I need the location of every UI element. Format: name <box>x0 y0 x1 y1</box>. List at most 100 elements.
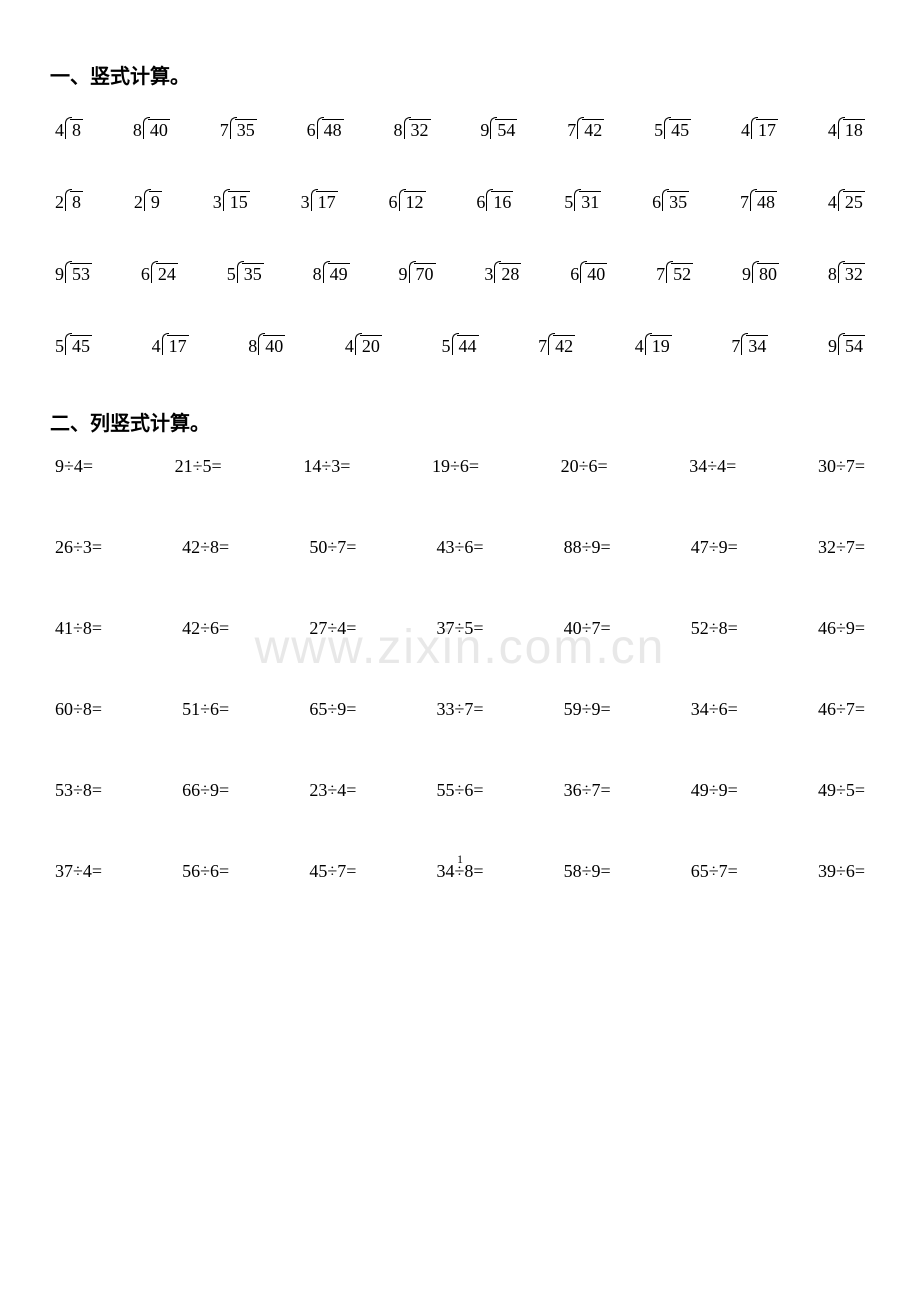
divisor: 7 <box>538 336 547 357</box>
long-division-problem: 545 <box>654 119 691 141</box>
division-problem: 42÷6= <box>182 618 229 639</box>
dividend-wrapper: 45 <box>65 335 92 357</box>
divisor: 7 <box>220 120 229 141</box>
division-problem: 23÷4= <box>309 780 356 801</box>
long-division-problem: 832 <box>828 263 865 285</box>
dividend-wrapper: 9 <box>144 191 162 213</box>
long-division-problem: 832 <box>394 119 431 141</box>
division-problem: 34÷6= <box>691 699 738 720</box>
long-division-problem: 3 17 <box>301 191 338 213</box>
divisor: 3 <box>301 192 310 213</box>
dividend: 17 <box>756 119 778 141</box>
divisor: 6 <box>307 120 316 141</box>
dividend: 31 <box>579 191 601 213</box>
long-division-problem: 4 17 <box>741 119 778 141</box>
divisor: 5 <box>442 336 451 357</box>
dividend: 8 <box>70 191 83 213</box>
division-problem: 43÷6= <box>436 537 483 558</box>
dividend-wrapper: 54 <box>838 335 865 357</box>
division-problem: 47÷9= <box>691 537 738 558</box>
dividend-wrapper: 19 <box>645 335 672 357</box>
division-problem: 33÷7= <box>436 699 483 720</box>
divisor: 4 <box>635 336 644 357</box>
divisor: 4 <box>741 120 750 141</box>
dividend: 12 <box>404 191 426 213</box>
long-division-section: 4884073564883295474254541741828293153176… <box>50 119 870 357</box>
horizontal-problem-row: 9÷4=21÷5=14÷3=19÷6=20÷6=34÷4=30÷7= <box>50 456 870 477</box>
long-division-problem: 5 31 <box>564 191 601 213</box>
dividend: 48 <box>755 191 777 213</box>
dividend: 54 <box>495 119 517 141</box>
division-problem: 41÷8= <box>55 618 102 639</box>
dividend-wrapper: 52 <box>666 263 693 285</box>
dividend-wrapper: 70 <box>409 263 436 285</box>
divisor: 5 <box>564 192 573 213</box>
divisor: 5 <box>55 336 64 357</box>
divisor: 4 <box>55 120 64 141</box>
dividend: 54 <box>843 335 865 357</box>
divisor: 7 <box>731 336 740 357</box>
dividend-wrapper: 35 <box>662 191 689 213</box>
dividend: 35 <box>242 263 264 285</box>
dividend-wrapper: 8 <box>65 119 83 141</box>
long-division-problem: 425 <box>828 191 865 213</box>
dividend: 17 <box>316 191 338 213</box>
dividend-wrapper: 42 <box>577 119 604 141</box>
division-problem: 36÷7= <box>564 780 611 801</box>
dividend: 24 <box>156 263 178 285</box>
long-division-problem: 980 <box>742 263 779 285</box>
division-problem: 52÷8= <box>691 618 738 639</box>
long-division-problem: 640 <box>570 263 607 285</box>
division-problem: 37÷5= <box>436 618 483 639</box>
long-division-problem: 328 <box>484 263 521 285</box>
divisor: 8 <box>248 336 257 357</box>
section-2-heading: 二、列竖式计算。 <box>50 407 870 436</box>
divisor: 7 <box>567 120 576 141</box>
division-problem: 88÷9= <box>564 537 611 558</box>
long-division-problem: 953 <box>55 263 92 285</box>
divisor: 9 <box>828 336 837 357</box>
page-content: 一、竖式计算。 48840735648832954742545417418282… <box>50 60 870 867</box>
division-problem: 50÷7= <box>309 537 356 558</box>
dividend: 45 <box>669 119 691 141</box>
dividend: 42 <box>553 335 575 357</box>
dividend: 35 <box>235 119 257 141</box>
long-division-problem: 544 <box>442 335 479 357</box>
division-problem: 27÷4= <box>309 618 356 639</box>
division-problem: 30÷7= <box>818 456 865 477</box>
divisor: 4 <box>828 192 837 213</box>
division-problem: 65÷9= <box>309 699 356 720</box>
division-problem: 59÷9= <box>564 699 611 720</box>
division-problem: 37÷4= <box>55 861 102 882</box>
divisor: 7 <box>740 192 749 213</box>
division-problem: 40÷7= <box>564 618 611 639</box>
division-problem: 21÷5= <box>175 456 222 477</box>
division-problem: 46÷9= <box>818 618 865 639</box>
divisor: 3 <box>213 192 222 213</box>
dividend: 52 <box>671 263 693 285</box>
long-division-problem: 4 17 <box>152 335 189 357</box>
long-division-problem: 648 <box>307 119 344 141</box>
dividend-wrapper: 35 <box>230 119 257 141</box>
long-division-problem: 9 54 <box>828 335 865 357</box>
dividend-wrapper: 42 <box>548 335 575 357</box>
division-problem: 53÷8= <box>55 780 102 801</box>
dividend: 17 <box>167 335 189 357</box>
divisor: 6 <box>141 264 150 285</box>
divisor: 2 <box>134 192 143 213</box>
division-problem: 51÷6= <box>182 699 229 720</box>
dividend-wrapper: 80 <box>752 263 779 285</box>
dividend: 8 <box>70 119 83 141</box>
dividend: 15 <box>228 191 250 213</box>
horizontal-problem-row: 41÷8= 42÷6= 27÷4= 37÷5= 40÷7= 52÷8= 46÷9= <box>50 618 870 639</box>
divisor: 4 <box>152 336 161 357</box>
division-problem: 60÷8= <box>55 699 102 720</box>
divisor: 9 <box>742 264 751 285</box>
dividend-wrapper: 45 <box>664 119 691 141</box>
dividend-wrapper: 34 <box>741 335 768 357</box>
dividend: 40 <box>148 119 170 141</box>
dividend-wrapper: 44 <box>452 335 479 357</box>
divisor: 8 <box>828 264 837 285</box>
long-division-problem: 418 <box>828 119 865 141</box>
dividend: 45 <box>70 335 92 357</box>
